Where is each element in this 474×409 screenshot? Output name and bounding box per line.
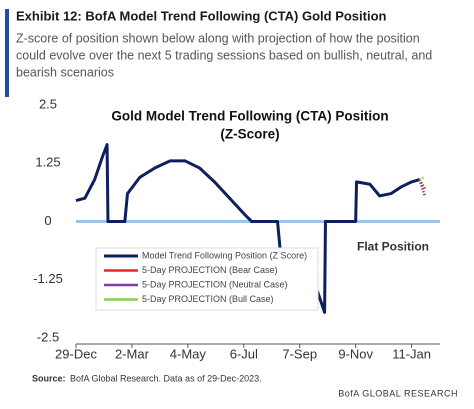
footer: BofA GLOBAL RESEARCH [338,388,458,398]
flat-label: Flat Position [357,240,429,254]
x-tick-label: 29-Dec [55,346,97,361]
x-tick-label: 2-Mar [115,346,150,361]
legend-label: 5-Day PROJECTION (Bear Case) [142,265,278,275]
y-tick-label: -2.5 [37,329,59,344]
legend-label: Model Trend Following Position (Z Score) [142,250,307,260]
y-tick-label: 0 [44,213,51,228]
series-line [75,143,420,314]
x-tick-label: 11-Jan [392,346,431,361]
series-line [418,178,426,190]
y-tick-label: 2.5 [39,96,57,111]
header-bar [5,9,9,97]
exhibit-title: Exhibit 12: BofA Model Trend Following (… [16,8,387,23]
y-tick-label: -1.25 [33,271,63,286]
x-tick-label: 6-Jul [230,346,258,361]
legend-label: 5-Day PROJECTION (Bull Case) [142,294,274,304]
subtitle-line: Z-score of position shown below along wi… [16,31,420,45]
chart-title: Gold Model Trend Following (CTA) Positio… [111,109,388,124]
x-tick-label: 9-Nov [338,346,373,361]
x-tick-label: 4-May [170,346,207,361]
subtitle-line: could evolve over the next 5 trading ses… [16,48,432,62]
y-tick-label: 1.25 [35,155,60,170]
x-tick-label: 7-Sep [282,346,317,361]
subtitle-line: bearish scenarios [16,65,114,79]
source-label: Source: [32,373,66,383]
source-text: BofA Global Research. Data as of 29-Dec-… [70,373,262,383]
chart-title: (Z-Score) [220,127,279,142]
legend-label: 5-Day PROJECTION (Neutral Case) [142,279,288,289]
series-line [418,176,426,181]
legend-box [95,247,319,311]
